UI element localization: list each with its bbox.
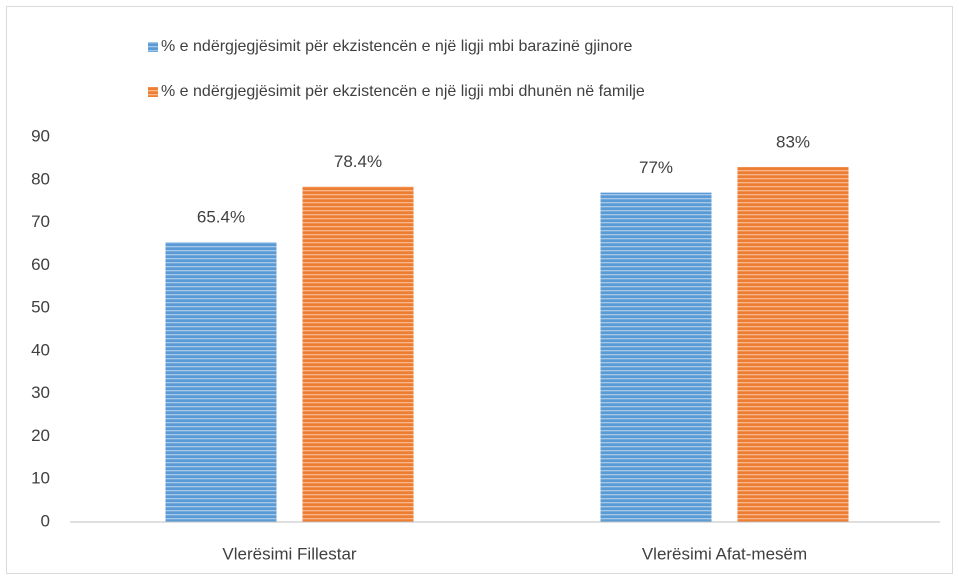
data-label: 83% (776, 132, 810, 151)
legend-marker (148, 87, 158, 97)
legend-label: % e ndërgjegjësimit për ekzistencën e nj… (161, 83, 645, 100)
y-tick-label: 90 (31, 126, 50, 145)
y-tick-label: 0 (41, 511, 50, 530)
data-label: 78.4% (334, 152, 382, 171)
y-tick-label: 10 (31, 469, 50, 488)
y-tick-label: 80 (31, 169, 50, 188)
data-label: 65.4% (197, 208, 245, 227)
bar (302, 186, 414, 522)
bar (600, 192, 712, 522)
x-tick-label: Vlerësimi Afat-mesëm (642, 544, 807, 563)
legend-marker (148, 42, 158, 52)
y-tick-label: 70 (31, 212, 50, 231)
bar (165, 242, 277, 522)
y-tick-label: 30 (31, 383, 50, 402)
x-tick-label: Vlerësimi Fillestar (222, 544, 356, 563)
y-tick-label: 40 (31, 340, 50, 359)
legend-label: % e ndërgjegjësimit për ekzistencën e nj… (161, 38, 632, 55)
y-tick-label: 20 (31, 426, 50, 445)
bar (737, 166, 849, 522)
y-tick-label: 50 (31, 298, 50, 317)
y-tick-label: 60 (31, 255, 50, 274)
data-label: 77% (639, 158, 673, 177)
